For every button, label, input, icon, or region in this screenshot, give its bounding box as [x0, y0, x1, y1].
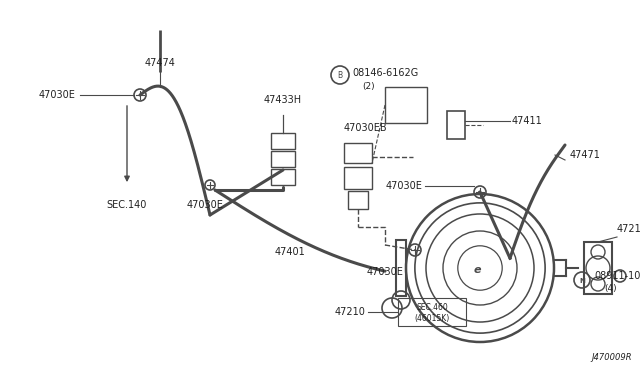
- Text: 47030EB: 47030EB: [344, 123, 388, 133]
- Bar: [385, 87, 427, 123]
- Text: (46015K): (46015K): [414, 314, 450, 323]
- Text: 08146-6162G: 08146-6162G: [352, 68, 419, 78]
- Text: N: N: [579, 278, 585, 284]
- Text: 47401: 47401: [275, 247, 305, 257]
- Bar: [271, 169, 295, 185]
- Text: 47210: 47210: [334, 307, 365, 317]
- Text: 47030E: 47030E: [38, 90, 75, 100]
- Bar: [348, 191, 368, 209]
- Text: (4): (4): [604, 285, 616, 294]
- Bar: [344, 167, 372, 189]
- Text: 47212: 47212: [617, 224, 640, 234]
- Text: 47030E: 47030E: [187, 200, 223, 210]
- Bar: [584, 242, 612, 294]
- Text: B: B: [337, 71, 342, 80]
- Text: e: e: [473, 265, 481, 275]
- Bar: [271, 133, 295, 149]
- Bar: [271, 151, 295, 167]
- Text: (2): (2): [362, 81, 374, 90]
- Text: 47030E: 47030E: [385, 181, 422, 191]
- Bar: [447, 111, 465, 139]
- Text: 08911-1081G: 08911-1081G: [594, 271, 640, 281]
- Bar: [398, 298, 466, 326]
- Text: SEC.140: SEC.140: [107, 200, 147, 210]
- Text: J470009R: J470009R: [591, 353, 632, 362]
- Bar: [396, 240, 406, 296]
- Text: 47474: 47474: [145, 58, 175, 68]
- Text: 47030E: 47030E: [367, 267, 403, 277]
- Bar: [344, 143, 372, 163]
- Text: 47471: 47471: [570, 150, 601, 160]
- Text: SEC.460: SEC.460: [416, 303, 448, 312]
- Text: 47411: 47411: [512, 116, 543, 126]
- Text: 47433H: 47433H: [264, 95, 302, 105]
